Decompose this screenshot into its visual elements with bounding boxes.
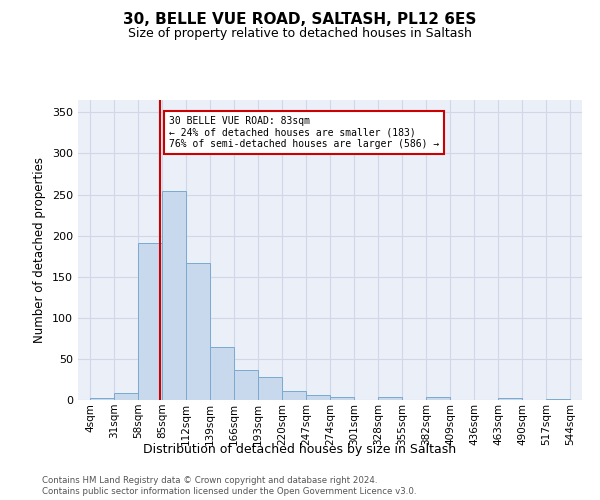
- Bar: [306, 395, 330, 400]
- Bar: [234, 370, 258, 400]
- Text: 30, BELLE VUE ROAD, SALTASH, PL12 6ES: 30, BELLE VUE ROAD, SALTASH, PL12 6ES: [124, 12, 476, 28]
- Bar: [186, 262, 210, 400]
- Bar: [162, 191, 186, 400]
- Bar: [426, 396, 450, 400]
- Bar: [330, 396, 354, 400]
- Bar: [258, 377, 282, 400]
- Text: Distribution of detached houses by size in Saltash: Distribution of detached houses by size …: [143, 442, 457, 456]
- Bar: [546, 399, 570, 400]
- Bar: [90, 398, 114, 400]
- Bar: [378, 396, 402, 400]
- Bar: [114, 392, 138, 400]
- Y-axis label: Number of detached properties: Number of detached properties: [34, 157, 46, 343]
- Text: Size of property relative to detached houses in Saltash: Size of property relative to detached ho…: [128, 28, 472, 40]
- Bar: [282, 391, 306, 400]
- Text: 30 BELLE VUE ROAD: 83sqm
← 24% of detached houses are smaller (183)
76% of semi-: 30 BELLE VUE ROAD: 83sqm ← 24% of detach…: [169, 116, 439, 150]
- Bar: [138, 243, 162, 400]
- Bar: [498, 398, 522, 400]
- Bar: [210, 346, 234, 400]
- Text: Contains public sector information licensed under the Open Government Licence v3: Contains public sector information licen…: [42, 488, 416, 496]
- Text: Contains HM Land Registry data © Crown copyright and database right 2024.: Contains HM Land Registry data © Crown c…: [42, 476, 377, 485]
